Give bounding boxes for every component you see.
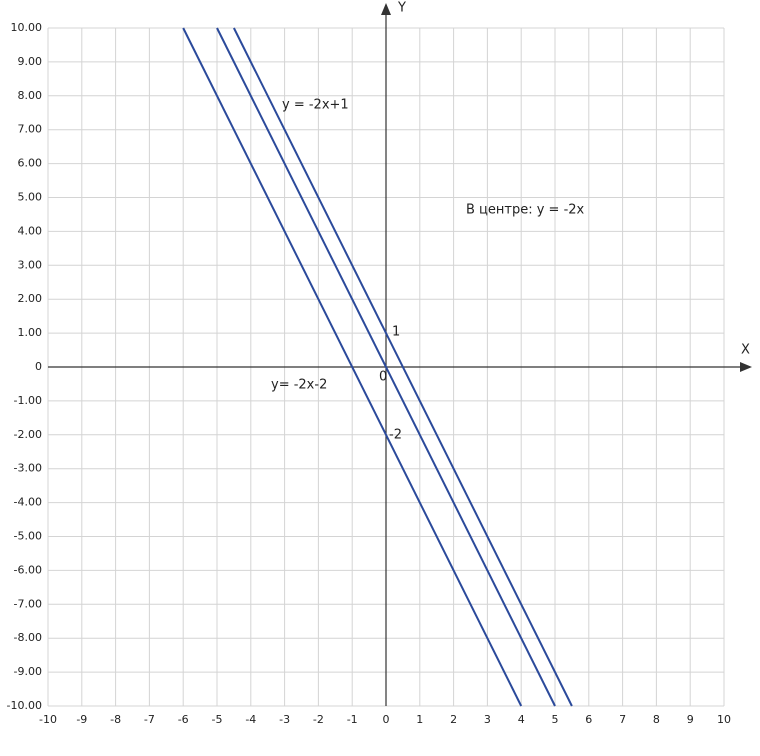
- x-tick-label: -3: [279, 713, 290, 726]
- y-tick-label: -9.00: [14, 665, 42, 678]
- y-tick-label: -10.00: [7, 699, 42, 712]
- x-tick-label: -1: [347, 713, 358, 726]
- x-tick-label: 5: [552, 713, 559, 726]
- x-tick-label: -5: [212, 713, 223, 726]
- y-tick-label: -8.00: [14, 631, 42, 644]
- x-axis-arrow: [740, 362, 752, 372]
- annotation: 0: [379, 370, 387, 385]
- line: [233, 27, 573, 707]
- x-tick-label: 7: [619, 713, 626, 726]
- y-tick-label: 7.00: [18, 123, 43, 136]
- y-tick-label: 0: [35, 360, 42, 373]
- x-tick-label: -9: [76, 713, 87, 726]
- x-axis-label: X: [741, 343, 750, 358]
- x-tick-label: 6: [585, 713, 592, 726]
- x-tick-label: -2: [313, 713, 324, 726]
- y-tick-label: -6.00: [14, 563, 42, 576]
- annotation: y = -2x+1: [282, 98, 349, 113]
- x-tick-label: 4: [518, 713, 525, 726]
- x-tick-label: -7: [144, 713, 155, 726]
- y-tick-label: 1.00: [18, 326, 43, 339]
- x-tick-label: 10: [717, 713, 731, 726]
- y-tick-label: -1.00: [14, 394, 42, 407]
- y-tick-label: -4.00: [14, 496, 42, 509]
- x-tick-label: -6: [178, 713, 189, 726]
- x-tick-label: -8: [110, 713, 121, 726]
- x-tick-label: 2: [450, 713, 457, 726]
- y-tick-label: -7.00: [14, 597, 42, 610]
- y-tick-label: 9.00: [18, 55, 43, 68]
- y-tick-label: 6.00: [18, 157, 43, 170]
- y-tick-label: 10.00: [11, 21, 43, 34]
- x-tick-label: 1: [416, 713, 423, 726]
- line: [182, 27, 523, 707]
- y-tick-label: 4.00: [18, 224, 43, 237]
- x-tick-label: 3: [484, 713, 491, 726]
- annotation: y= -2x-2: [271, 378, 327, 393]
- annotation: В центре: y = -2x: [466, 203, 585, 218]
- annotation: -2: [389, 428, 402, 443]
- y-tick-label: 5.00: [18, 191, 43, 204]
- x-tick-label: 0: [383, 713, 390, 726]
- line: [216, 27, 556, 707]
- y-axis-label: Y: [397, 1, 406, 16]
- y-axis-arrow: [381, 3, 391, 15]
- y-tick-label: -5.00: [14, 530, 42, 543]
- y-tick-label: -3.00: [14, 462, 42, 475]
- annotation: 1: [392, 325, 400, 340]
- x-tick-label: 8: [653, 713, 660, 726]
- y-tick-label: 8.00: [18, 89, 43, 102]
- x-tick-label: -4: [245, 713, 256, 726]
- x-tick-label: 9: [687, 713, 694, 726]
- x-tick-label: -10: [39, 713, 57, 726]
- y-tick-label: -2.00: [14, 428, 42, 441]
- y-tick-label: 3.00: [18, 258, 43, 271]
- y-tick-label: 2.00: [18, 292, 43, 305]
